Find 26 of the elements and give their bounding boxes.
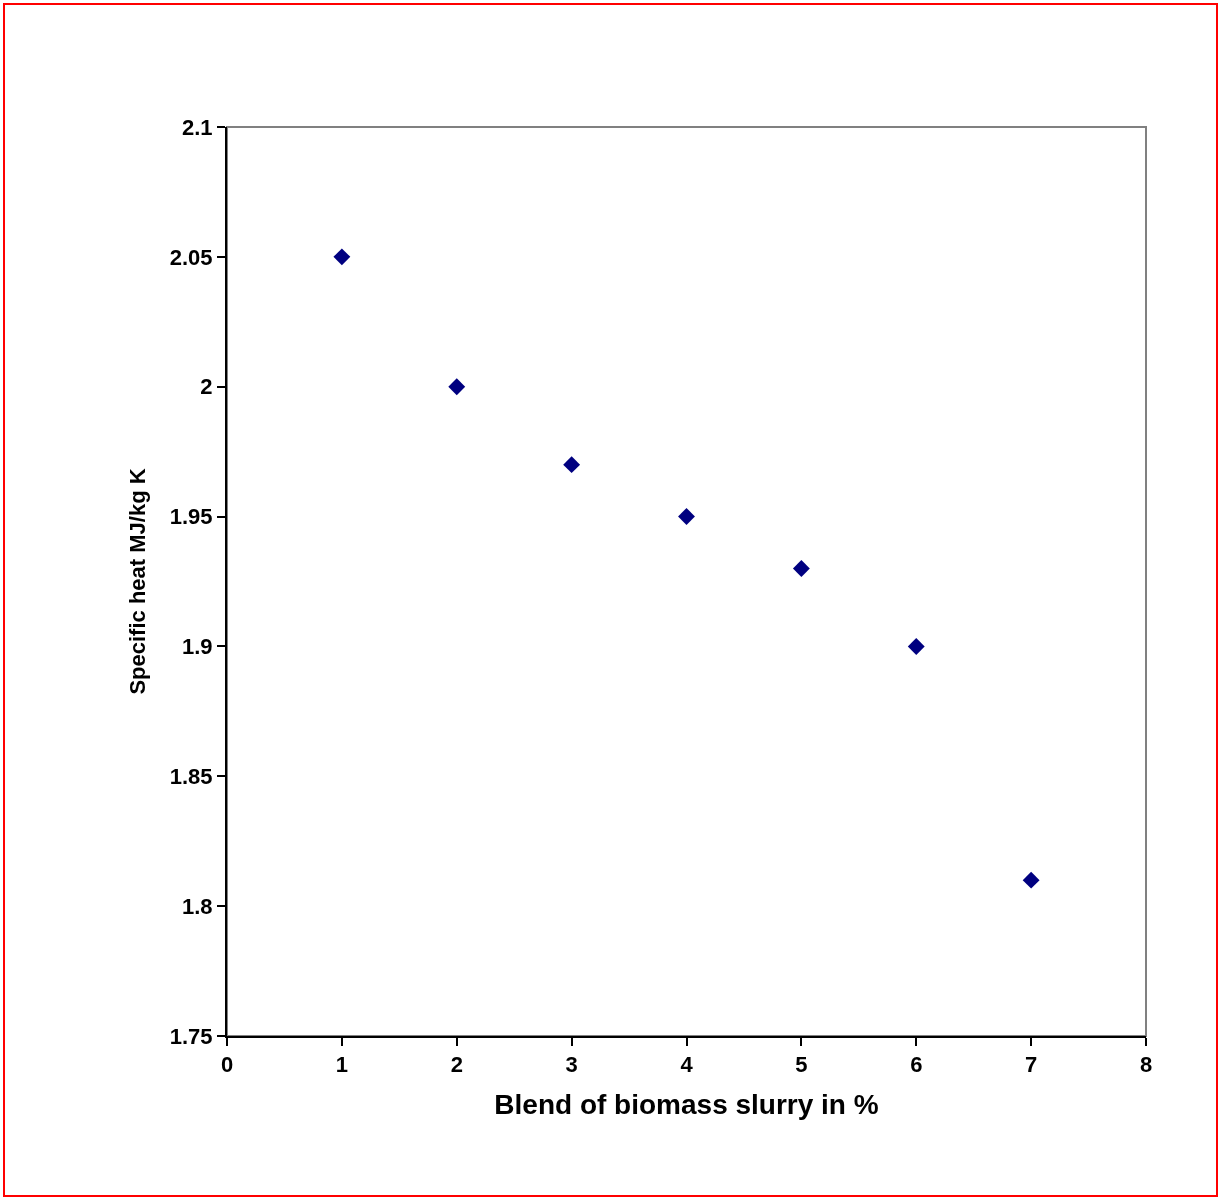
x-axis-title: Blend of biomass slurry in % — [494, 1089, 879, 1120]
y-tick-label: 1.85 — [169, 763, 213, 789]
y-tick-label: 1.9 — [182, 634, 213, 660]
x-tick-label: 8 — [1139, 1052, 1153, 1078]
y-tick-label: 1.75 — [169, 1023, 213, 1049]
point — [448, 378, 466, 396]
point — [333, 248, 351, 266]
y-tick-label: 1.8 — [182, 893, 213, 919]
point — [678, 508, 695, 526]
point — [792, 560, 810, 577]
x-tick-label: 0 — [220, 1052, 234, 1078]
point — [907, 637, 925, 655]
x-tick-label: 3 — [565, 1052, 578, 1078]
point — [563, 456, 581, 474]
x-tick-label: 4 — [680, 1052, 694, 1078]
y-tick-label: 2.1 — [182, 114, 213, 140]
x-tick-label: 2 — [450, 1052, 463, 1078]
y-tick-label: 2.05 — [169, 244, 213, 270]
y-tick-label: 1.95 — [169, 504, 213, 530]
point — [1022, 871, 1040, 889]
y-tick-label: 2 — [200, 374, 213, 400]
x-tick-label: 7 — [1025, 1052, 1038, 1078]
y-axis-title: Specific heat MJ/kg K — [125, 468, 151, 695]
x-tick-label: 1 — [335, 1052, 349, 1078]
x-tick-label: 5 — [795, 1052, 808, 1078]
x-tick-label: 6 — [910, 1052, 923, 1078]
